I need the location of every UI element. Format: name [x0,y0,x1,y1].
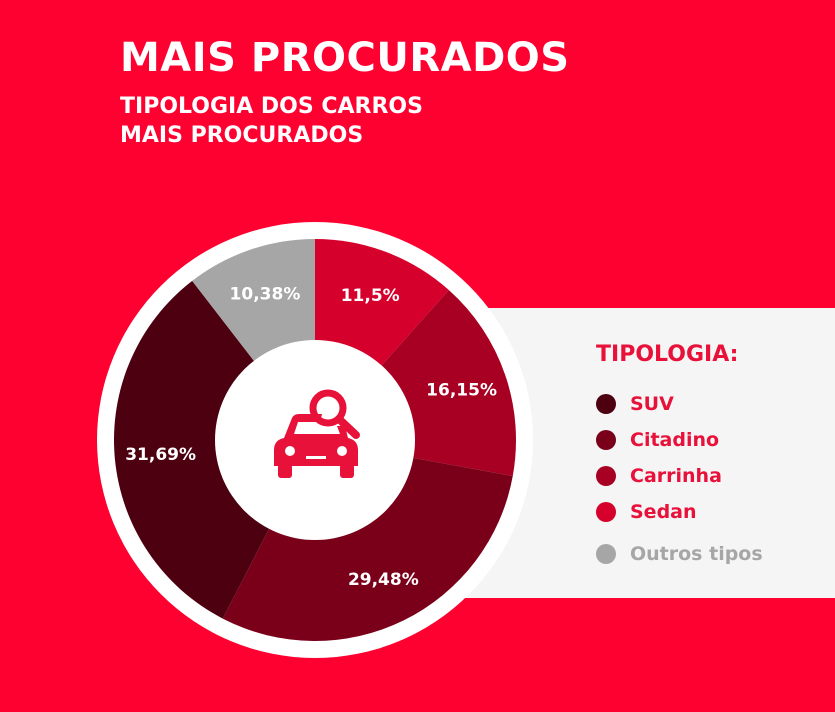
legend: SUV Citadino Carrinha Sedan Outros tipos [596,386,763,572]
legend-swatch-carrinha [596,466,616,486]
legend-swatch-outros-tipos [596,544,616,564]
legend-swatch-citadino [596,430,616,450]
legend-item-carrinha: Carrinha [596,458,763,494]
legend-label-outros-tipos: Outros tipos [630,543,763,565]
slice-suv [114,280,315,619]
legend-label-carrinha: Carrinha [630,465,722,487]
page-title: MAIS PROCURADOS [120,35,570,81]
slice-label-suv: 31,69% [125,445,196,465]
slice-label-carrinha: 16,15% [426,381,497,401]
legend-label-suv: SUV [630,393,674,415]
slice-label-citadino: 29,48% [348,570,419,590]
subtitle-line-1: TIPOLOGIA DOS CARROS [120,94,423,119]
legend-item-outros-tipos: Outros tipos [596,536,763,572]
legend-label-citadino: Citadino [630,429,720,451]
page-subtitle: TIPOLOGIA DOS CARROS MAIS PROCURADOS [120,92,520,150]
legend-item-sedan: Sedan [596,494,763,530]
legend-swatch-suv [596,394,616,414]
subtitle-line-2: MAIS PROCURADOS [120,123,364,148]
car-search-icon [274,389,360,478]
slice-label-sedan: 11,5% [341,286,400,306]
legend-title: TIPOLOGIA: [596,342,739,367]
slice-label-outros-tipos: 10,38% [230,284,301,304]
legend-item-suv: SUV [596,386,763,422]
legend-item-citadino: Citadino [596,422,763,458]
slice-labels: 11,5% 16,15% 29,48% 31,69% 10,38% [125,284,497,590]
legend-label-sedan: Sedan [630,501,697,523]
legend-swatch-sedan [596,502,616,522]
